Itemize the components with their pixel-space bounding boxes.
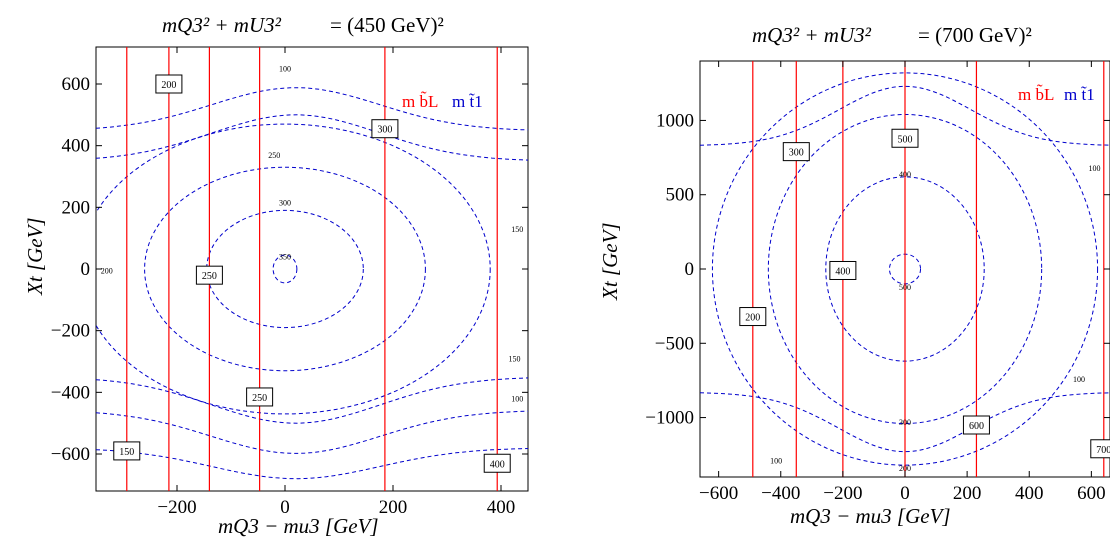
panel-700-stop-contour-label: 100 bbox=[1088, 164, 1100, 173]
panel-450-stop-contour-3 bbox=[96, 123, 491, 415]
panel-450-y-tick-label: −400 bbox=[51, 382, 90, 403]
panel-450-y-tick-label: −200 bbox=[51, 321, 90, 342]
panel-700-x-axis-label: mQ3 − mu3 [GeV] bbox=[790, 504, 951, 528]
panel-700-title-lhs: mQ3² + mU3² bbox=[752, 23, 872, 47]
panel-450-stop-open-contour-2 bbox=[96, 377, 528, 424]
panel-450-x-tick-label: −200 bbox=[157, 497, 196, 518]
panel-450-title-lhs: mQ3² + mU3² bbox=[162, 13, 282, 37]
panel-450-stop-contour-label: 150 bbox=[509, 354, 521, 363]
panel-700-stop-contour-label: 100 bbox=[828, 48, 840, 57]
panel-700-sbottom-label-5: 700 bbox=[1096, 445, 1110, 456]
panel-450-stop-contour-label: 100 bbox=[511, 395, 523, 404]
panel-700-sbottom-lines: 200 300 400 500 600 700 bbox=[739, 61, 1110, 477]
panel-700-y-tick-label: 500 bbox=[666, 185, 695, 206]
panel-700-y-tick-label: 1000 bbox=[656, 110, 694, 131]
panel-700-legend-sbottom: m b̃L bbox=[1018, 85, 1054, 104]
panel-700-sbottom-label-box-5 bbox=[1090, 439, 1110, 459]
panel-450-sbottom-label-box-5 bbox=[483, 453, 511, 473]
panel-700-y-tick-label: −1000 bbox=[645, 408, 694, 429]
panel-450-y-tick-label: −600 bbox=[51, 444, 90, 465]
panel-450-stop-contour-label: 100 bbox=[279, 65, 291, 74]
panel-450-x-tick-label: 0 bbox=[280, 497, 290, 518]
panel-450-sbottom-label-0: 150 bbox=[119, 447, 134, 458]
panel-700-x-tick-label: 600 bbox=[1077, 483, 1106, 504]
panel-700-stop-contour-label: 100 bbox=[770, 457, 782, 466]
panel-450-y-axis-label: Xt [GeV] bbox=[23, 217, 47, 296]
panel-450-sbottom-label-box-3 bbox=[246, 387, 274, 407]
panel-700-title-rhs: = (700 GeV)² bbox=[918, 23, 1032, 47]
panel-450-stop-open-contour-1 bbox=[96, 87, 528, 131]
panel-450-stop-contour-2 bbox=[144, 166, 426, 372]
panel-450-sbottom-lines: 150 200 250 250 300 400 bbox=[113, 47, 511, 491]
panel-700-stop-contour-label: 100 bbox=[1073, 375, 1085, 384]
panel-450-sbottom-label-3: 250 bbox=[252, 393, 267, 404]
panel-700-legend-stop: m t̃1 bbox=[1064, 85, 1095, 104]
panel-700-sbottom-label-2: 400 bbox=[835, 266, 850, 277]
panel-700-sbottom-label-box-2 bbox=[829, 260, 857, 280]
panel-700-sbottom-label-box-0 bbox=[739, 307, 767, 327]
panel-700-x-tick-label: −400 bbox=[761, 483, 800, 504]
panel-450-stop-contour-0 bbox=[272, 254, 298, 284]
panel-700-x-tick-label: 0 bbox=[900, 483, 910, 504]
panel-450-sbottom-label-box-1 bbox=[155, 74, 183, 94]
panel-450-sbottom-label-4: 300 bbox=[377, 125, 392, 136]
panel-700-sbottom-label-box-1 bbox=[782, 142, 810, 162]
panel-450-stop-contour-label: 200 bbox=[101, 267, 113, 276]
panel-450: mQ3² + mU3² = (450 GeV)² 350300250200150… bbox=[23, 13, 529, 538]
panel-450-sbottom-label-5: 400 bbox=[490, 459, 505, 470]
panel-450-legend-sbottom: m b̃L bbox=[402, 92, 438, 111]
panel-450-stop-contour-label: 350 bbox=[279, 253, 291, 262]
panel-450-stop-contour-label: 250 bbox=[268, 151, 280, 160]
panel-450-stop-contour-label: 300 bbox=[279, 199, 291, 208]
panel-450-x-tick-label: 200 bbox=[379, 497, 408, 518]
panel-700-x-tick-label: −600 bbox=[699, 483, 738, 504]
panel-450-x-tick-label: 400 bbox=[487, 497, 516, 518]
panel-450-x-axis-label: mQ3 − mu3 [GeV] bbox=[218, 514, 379, 538]
panel-450-stop-open-contour-3 bbox=[96, 410, 528, 454]
panel-450-sbottom-label-box-2 bbox=[195, 265, 223, 285]
panel-700-x-tick-label: 200 bbox=[953, 483, 982, 504]
panel-700-sbottom-label-box-4 bbox=[962, 415, 990, 435]
panel-700-y-tick-label: −500 bbox=[655, 333, 694, 354]
panel-700-sbottom-label-3: 500 bbox=[898, 134, 913, 145]
panel-700-y-axis-label: Xt [GeV] bbox=[598, 222, 622, 301]
panel-450-y-tick-label: 600 bbox=[62, 74, 91, 95]
panel-700-sbottom-label-0: 200 bbox=[745, 313, 760, 324]
panel-700-sbottom-label-box-3 bbox=[891, 128, 919, 148]
panel-450-stop-contour-label: 150 bbox=[511, 225, 523, 234]
panel-450-ticks: −200 0 200 400 −600 −400 −200 0 200 400 600 bbox=[51, 47, 528, 518]
panel-450-frame bbox=[95, 46, 529, 492]
panel-450-sbottom-label-1: 200 bbox=[161, 80, 176, 91]
panel-450-sbottom-label-box-4 bbox=[371, 119, 399, 139]
panel-700: mQ3² + mU3² = (700 GeV)² 500 400 300 200 100… bbox=[598, 23, 1110, 528]
panel-450-y-tick-label: 0 bbox=[81, 259, 91, 280]
panel-450-legend-stop: m t̃1 bbox=[452, 92, 483, 111]
panel-450-sbottom-label-2: 250 bbox=[202, 271, 217, 282]
panel-700-ticks: −600 −400 −200 0 200 400 600 −1000 −500 0 500 1000 bbox=[645, 61, 1110, 504]
panel-450-title-rhs: = (450 GeV)² bbox=[330, 13, 444, 37]
panel-450-stop-open-contour-0 bbox=[96, 114, 528, 161]
panel-700-stop-contour-3 bbox=[711, 72, 1099, 466]
panel-700-x-tick-label: −200 bbox=[823, 483, 862, 504]
panel-700-sbottom-label-1: 300 bbox=[789, 148, 804, 159]
panel-450-stop-contour-1 bbox=[206, 209, 364, 329]
panel-450-y-tick-label: 200 bbox=[62, 197, 91, 218]
panel-700-y-tick-label: 0 bbox=[685, 259, 695, 280]
panel-700-sbottom-label-4: 600 bbox=[969, 421, 984, 432]
panel-450-stop-open-contour-4 bbox=[96, 448, 528, 480]
panel-700-x-tick-label: 400 bbox=[1015, 483, 1044, 504]
panel-450-stop-contours: 350 300 250 200 150 100 150 100 bbox=[96, 65, 528, 480]
panel-450-sbottom-label-box-0 bbox=[113, 441, 141, 461]
panel-450-y-tick-label: 400 bbox=[62, 136, 91, 157]
